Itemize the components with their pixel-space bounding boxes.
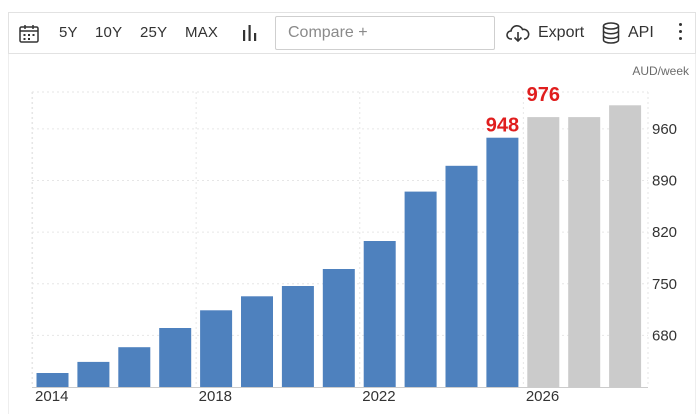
y-tick-label: 750 — [652, 276, 677, 293]
compare-field[interactable] — [275, 16, 495, 50]
forecast-bar — [527, 117, 560, 387]
chart-panel — [8, 54, 696, 414]
api-button[interactable]: API — [628, 24, 654, 41]
range-5y-button[interactable]: 5Y — [59, 24, 78, 41]
data-bar — [241, 296, 273, 387]
more-options-icon[interactable] — [677, 23, 683, 43]
calendar-icon[interactable] — [19, 24, 39, 43]
y-tick-label: 680 — [652, 327, 677, 344]
data-bar — [200, 310, 233, 387]
data-bar — [363, 241, 396, 387]
data-label: 976 — [527, 84, 560, 106]
x-tick-label: 2018 — [199, 388, 232, 405]
range-25y-button[interactable]: 25Y — [140, 24, 168, 41]
chart-toolbar: 5Y 10Y 25Y MAX Export API — [8, 12, 696, 54]
data-bar — [322, 269, 355, 387]
forecast-bar — [609, 105, 642, 388]
data-label: 948 — [486, 115, 519, 137]
x-tick-label: 2026 — [526, 388, 559, 405]
database-icon[interactable] — [602, 22, 620, 44]
range-10y-button[interactable]: 10Y — [95, 24, 123, 41]
range-max-button[interactable]: MAX — [185, 24, 219, 41]
data-bar — [404, 191, 437, 387]
bar-chart-type-icon[interactable] — [241, 24, 259, 42]
export-button[interactable]: Export — [538, 24, 585, 41]
y-tick-label: 820 — [652, 224, 677, 241]
data-bar — [486, 137, 519, 387]
compare-input[interactable] — [286, 17, 490, 49]
y-tick-label: 960 — [652, 121, 677, 138]
cloud-download-icon[interactable] — [506, 23, 530, 43]
x-tick-label: 2014 — [35, 388, 68, 405]
y-tick-label: 890 — [652, 173, 677, 190]
unit-label: AUD/week — [632, 64, 689, 78]
forecast-bar — [568, 117, 601, 387]
data-bar — [281, 286, 314, 387]
data-bar — [445, 165, 478, 388]
x-tick-label: 2022 — [362, 388, 395, 405]
data-bar — [36, 373, 69, 387]
data-bar — [77, 361, 110, 387]
data-bar — [159, 328, 192, 387]
data-bar — [118, 347, 151, 387]
